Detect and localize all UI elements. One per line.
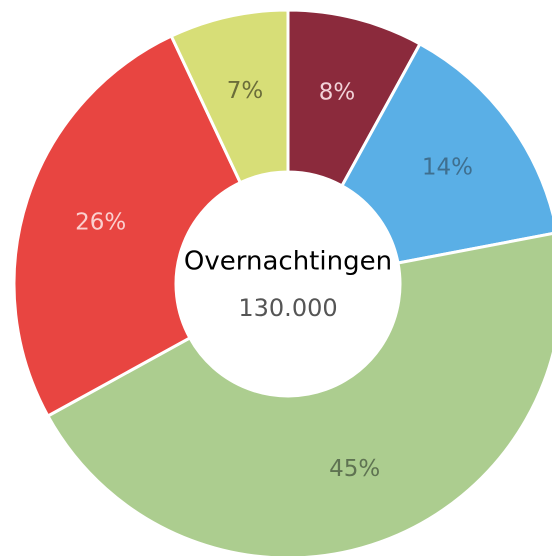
value-label: 26% bbox=[75, 210, 126, 236]
value-label: 8% bbox=[319, 80, 356, 106]
donut-segment bbox=[45, 232, 552, 556]
value-label: 45% bbox=[329, 456, 380, 482]
value-label: 14% bbox=[422, 155, 473, 181]
center-value: 130.000 bbox=[238, 294, 337, 322]
donut-segment bbox=[169, 8, 290, 185]
value-label: 7% bbox=[227, 78, 264, 104]
center-title: Overnachtingen bbox=[184, 247, 392, 277]
donut-segment bbox=[339, 41, 552, 265]
donut-segment bbox=[12, 34, 243, 419]
